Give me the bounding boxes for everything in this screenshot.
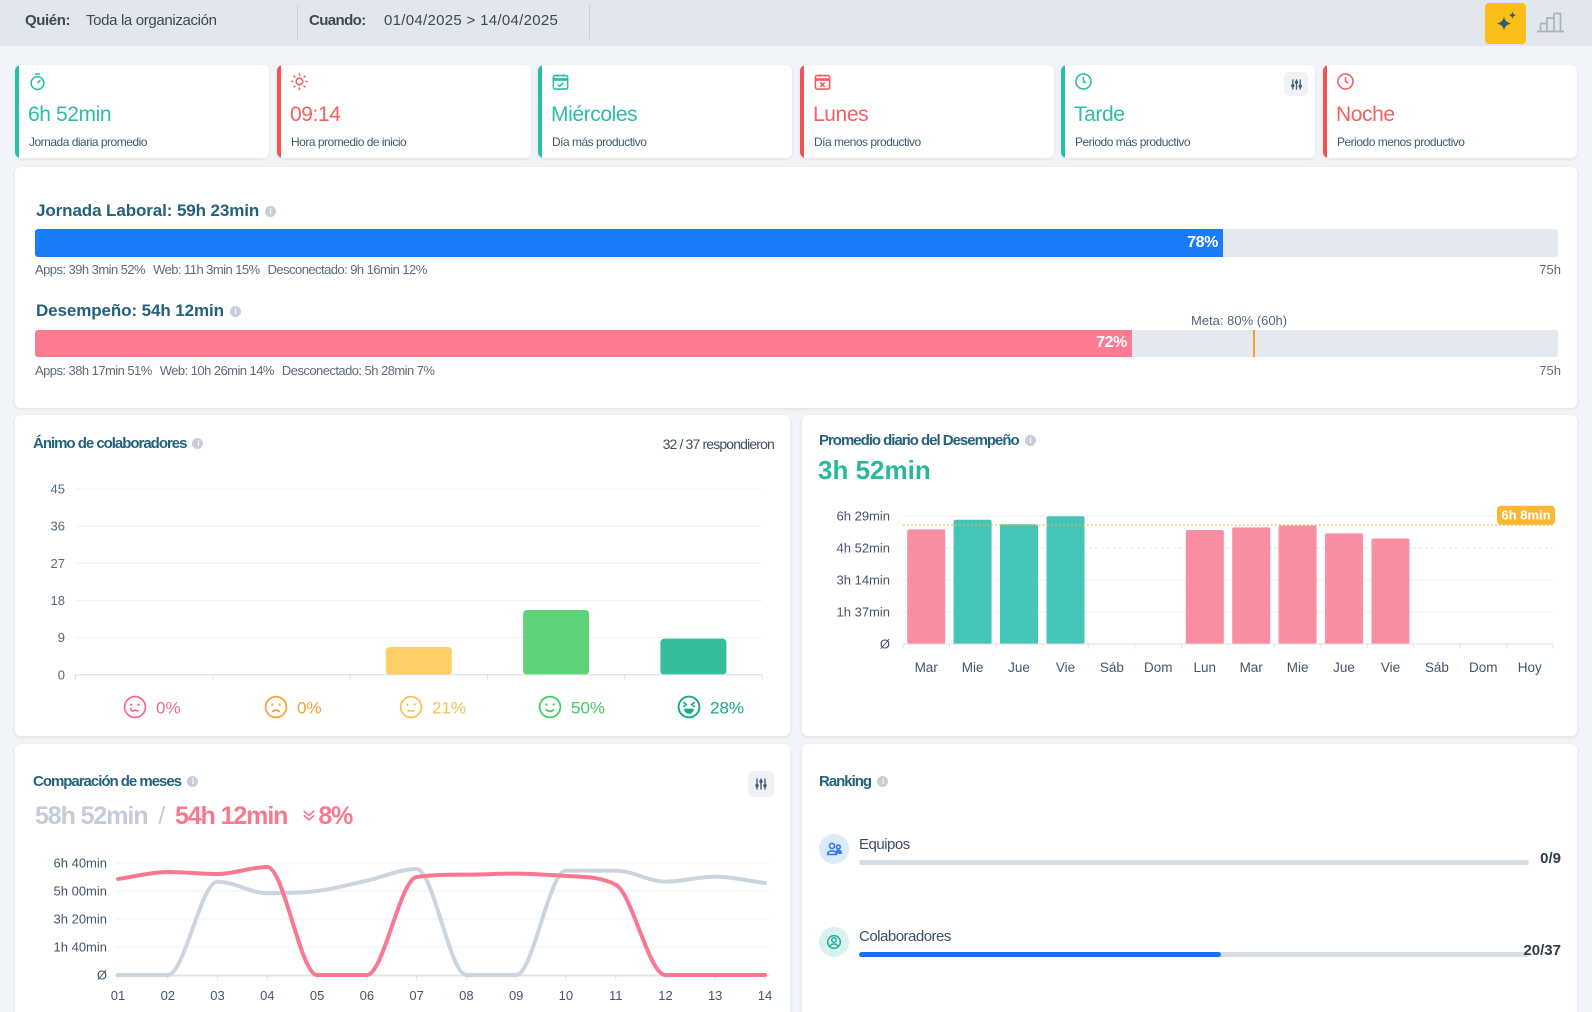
svg-text:Sáb: Sáb bbox=[1100, 660, 1124, 675]
svg-text:3h 14min: 3h 14min bbox=[837, 573, 890, 588]
svg-text:21%: 21% bbox=[432, 699, 466, 718]
svg-text:Mar: Mar bbox=[915, 660, 939, 675]
svg-text:02: 02 bbox=[161, 988, 175, 1003]
svg-text:Mie: Mie bbox=[1287, 660, 1309, 675]
svg-text:6h 40min: 6h 40min bbox=[54, 856, 107, 871]
svg-text:Mie: Mie bbox=[962, 660, 984, 675]
svg-text:08: 08 bbox=[459, 988, 473, 1003]
svg-text:11: 11 bbox=[609, 988, 623, 1003]
svg-text:Dom: Dom bbox=[1469, 660, 1498, 675]
svg-text:Vie: Vie bbox=[1056, 660, 1075, 675]
svg-text:13: 13 bbox=[708, 988, 722, 1003]
svg-text:Dom: Dom bbox=[1144, 660, 1173, 675]
svg-text:09: 09 bbox=[509, 988, 523, 1003]
svg-text:Ø: Ø bbox=[97, 968, 107, 983]
svg-text:12: 12 bbox=[658, 988, 672, 1003]
svg-text:6h 29min: 6h 29min bbox=[837, 509, 890, 524]
svg-text:0: 0 bbox=[58, 667, 65, 682]
svg-text:28%: 28% bbox=[710, 699, 744, 718]
svg-text:4h 52min: 4h 52min bbox=[837, 541, 890, 556]
svg-text:Vie: Vie bbox=[1381, 660, 1400, 675]
svg-text:27: 27 bbox=[51, 556, 65, 571]
svg-text:5h 00min: 5h 00min bbox=[54, 884, 107, 899]
svg-text:50%: 50% bbox=[571, 699, 605, 718]
svg-text:Lun: Lun bbox=[1194, 660, 1217, 675]
svg-text:03: 03 bbox=[210, 988, 224, 1003]
svg-text:9: 9 bbox=[58, 630, 65, 645]
svg-text:07: 07 bbox=[409, 988, 423, 1003]
svg-text:01: 01 bbox=[111, 988, 125, 1003]
svg-text:0%: 0% bbox=[156, 699, 181, 718]
svg-text:Jue: Jue bbox=[1008, 660, 1030, 675]
svg-text:3h 20min: 3h 20min bbox=[54, 912, 107, 927]
svg-text:Ø: Ø bbox=[880, 637, 890, 652]
svg-text:04: 04 bbox=[260, 988, 274, 1003]
svg-text:1h 40min: 1h 40min bbox=[54, 940, 107, 955]
svg-text:6h 8min: 6h 8min bbox=[1501, 508, 1550, 523]
svg-text:14: 14 bbox=[758, 988, 772, 1003]
svg-text:Hoy: Hoy bbox=[1518, 660, 1542, 675]
svg-text:10: 10 bbox=[559, 988, 573, 1003]
svg-text:18: 18 bbox=[51, 593, 65, 608]
svg-text:Mar: Mar bbox=[1240, 660, 1264, 675]
svg-text:1h 37min: 1h 37min bbox=[837, 605, 890, 620]
svg-text:36: 36 bbox=[51, 519, 65, 534]
svg-text:0%: 0% bbox=[297, 699, 322, 718]
svg-text:06: 06 bbox=[360, 988, 374, 1003]
svg-text:45: 45 bbox=[51, 482, 65, 497]
svg-text:05: 05 bbox=[310, 988, 324, 1003]
svg-text:Sáb: Sáb bbox=[1425, 660, 1449, 675]
svg-text:Jue: Jue bbox=[1333, 660, 1355, 675]
